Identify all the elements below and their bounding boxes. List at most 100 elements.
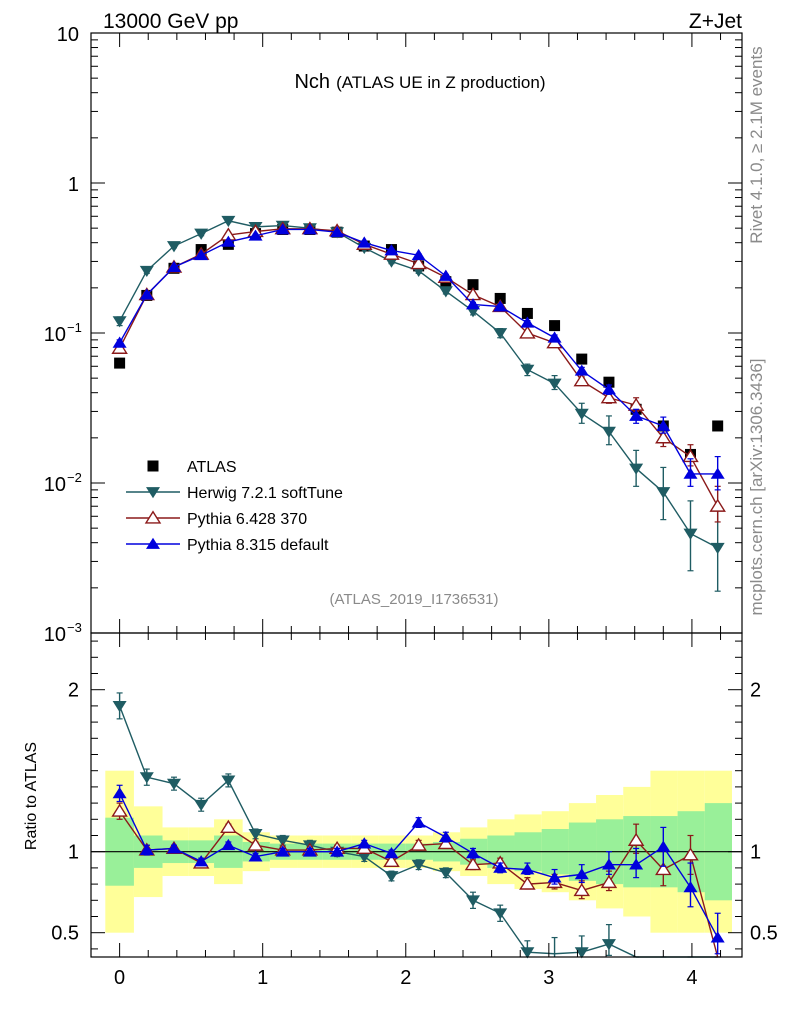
ratio-point-herwig <box>248 828 263 841</box>
data-point-herwig <box>139 265 154 278</box>
data-point-py6 <box>600 390 618 404</box>
data-point-herwig <box>710 542 725 555</box>
ratio-y-tick-label-right: 0.5 <box>750 923 778 945</box>
ratio-y-tick-label: 1 <box>68 842 79 864</box>
data-point-py8 <box>601 383 616 395</box>
data-point-atlas <box>549 320 561 332</box>
y-tick-exponent: −3 <box>67 620 82 635</box>
series-py6 <box>111 221 726 523</box>
ratio-point-py8 <box>629 858 644 870</box>
data-point-py8 <box>547 331 562 343</box>
ratio-point-herwig <box>221 775 236 787</box>
ratio-point-py8 <box>466 847 481 859</box>
ratio-point-py8 <box>275 845 290 857</box>
data-point-py8 <box>656 419 671 431</box>
ratio-point-py6 <box>655 861 672 876</box>
ratio-point-py8 <box>194 855 209 867</box>
data-point-py8 <box>302 223 317 235</box>
legend-marker-py6 <box>144 510 162 524</box>
ratio-point-herwig <box>601 939 616 951</box>
x-tick-label: 2 <box>400 967 411 989</box>
data-point-herwig <box>683 528 698 540</box>
data-point-herwig <box>438 286 453 298</box>
data-point-atlas <box>521 307 533 319</box>
data-point-atlas <box>494 292 506 304</box>
ratio-point-py6 <box>573 882 591 897</box>
ratio-frame <box>90 632 743 958</box>
series-py8 <box>112 223 725 491</box>
analysis-label: (ATLAS_2019_I1736531) <box>329 591 498 608</box>
data-point-py8 <box>466 298 481 310</box>
ratio-point-py8 <box>710 931 725 943</box>
data-point-py8 <box>574 364 589 376</box>
data-point-py8 <box>112 336 127 348</box>
plot-title-sub: (ATLAS UE in Z production) <box>336 73 545 92</box>
data-point-herwig <box>601 426 616 438</box>
data-point-herwig <box>166 241 181 253</box>
data-point-py8 <box>357 236 372 248</box>
ratio-point-py8 <box>248 850 263 862</box>
ratio-point-py8 <box>683 881 698 893</box>
data-point-py6 <box>655 430 672 444</box>
data-point-atlas <box>712 420 724 432</box>
data-point-py8 <box>221 235 236 247</box>
data-point-py8 <box>520 316 535 328</box>
ratio-panel: 0 1 2 3 4 0.5 0.5 1 1 2 2 Ratio to ATLAS <box>23 632 778 989</box>
data-point-py8 <box>683 467 698 479</box>
y-tick-label: 10 <box>44 324 66 346</box>
data-point-py8 <box>166 260 181 273</box>
ratio-point-herwig <box>493 908 508 920</box>
ratio-point-py6 <box>437 835 455 850</box>
legend-marker-herwig <box>146 487 160 499</box>
ratio-point-py6 <box>111 803 128 817</box>
process-label: Z+Jet <box>689 10 742 33</box>
ratio-point-herwig <box>438 867 453 880</box>
ratio-y-tick-label-right: 2 <box>750 680 761 702</box>
ratio-point-py6 <box>464 857 482 871</box>
data-point-herwig <box>574 408 589 420</box>
data-point-py6 <box>519 325 536 339</box>
legend-marker-py8 <box>146 537 160 549</box>
data-point-atlas <box>603 376 615 388</box>
ratio-point-py6 <box>519 876 536 890</box>
ratio-point-py8 <box>302 845 317 857</box>
y-tick-label: 1 <box>68 174 79 196</box>
ratio-point-herwig <box>357 851 372 863</box>
legend-entry-atlas: ATLAS <box>147 459 237 476</box>
legend-label-py8: Pythia 8.315 default <box>187 537 329 554</box>
ratio-series-py8 <box>112 784 725 955</box>
energy-label: 13000 GeV pp <box>103 10 238 33</box>
data-point-py8 <box>330 225 345 238</box>
legend-entry-herwig: Herwig 7.2.1 softTune <box>126 485 343 502</box>
ratio-point-herwig <box>275 835 290 847</box>
ratio-point-py8 <box>112 787 127 799</box>
data-point-py6 <box>709 498 726 512</box>
series-herwig <box>112 215 725 592</box>
mcplots-label: mcplots.cern.ch [arXiv:1306.3436] <box>747 358 766 615</box>
data-point-py8 <box>275 223 290 235</box>
ratio-point-py8 <box>221 838 236 851</box>
plot-title: Nch (ATLAS UE in Z production) <box>294 71 545 93</box>
data-point-atlas <box>114 357 126 369</box>
ratio-point-py6 <box>410 837 427 851</box>
data-point-py8 <box>710 467 725 479</box>
data-point-py6 <box>573 373 591 387</box>
data-point-herwig <box>112 316 127 328</box>
x-tick-label: 3 <box>543 967 554 989</box>
ratio-point-py8 <box>384 847 399 859</box>
data-point-py6 <box>410 256 427 270</box>
main-curves <box>111 215 726 592</box>
data-point-herwig <box>520 364 535 376</box>
x-tick-label: 4 <box>686 967 697 989</box>
legend-entry-py8: Pythia 8.315 default <box>126 537 329 554</box>
data-point-herwig <box>493 328 508 340</box>
legend-label-py6: Pythia 6.428 370 <box>187 511 307 528</box>
ratio-point-py6 <box>247 837 264 851</box>
data-point-herwig <box>194 228 209 240</box>
ratio-point-herwig <box>574 947 589 959</box>
data-point-herwig <box>547 378 562 390</box>
ratio-point-py8 <box>520 863 535 875</box>
ratio-point-py6 <box>682 847 699 861</box>
